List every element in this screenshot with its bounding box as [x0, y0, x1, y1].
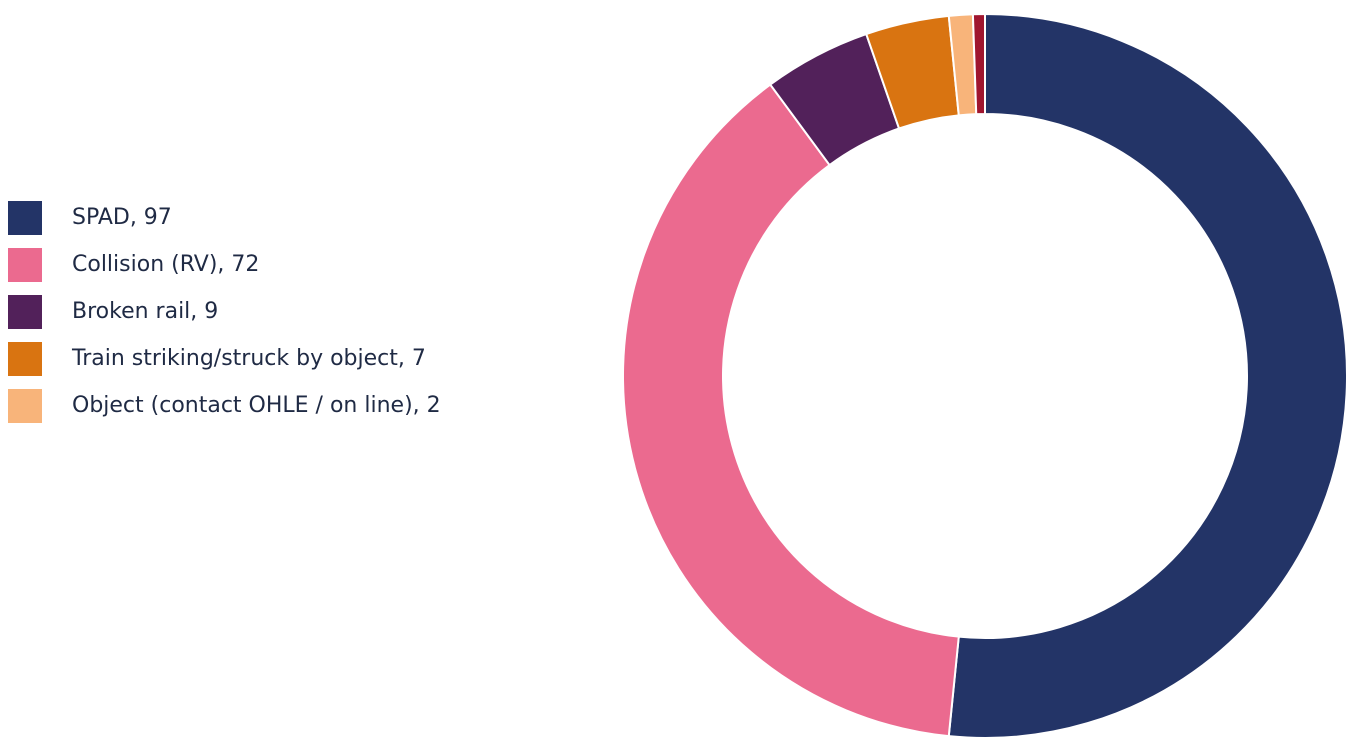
- legend-item: SPAD, 97: [8, 200, 441, 235]
- legend-item: Object (contact OHLE / on line), 2: [8, 388, 441, 423]
- legend-label: SPAD, 97: [72, 205, 172, 230]
- donut-slice-5: [971, 12, 986, 116]
- legend-label: Broken rail, 9: [72, 299, 219, 324]
- legend-label: Object (contact OHLE / on line), 2: [72, 393, 441, 418]
- legend-swatch: [8, 247, 42, 282]
- legend-swatch: [8, 200, 42, 235]
- donut-slice-1: [622, 83, 960, 738]
- legend-item: Collision (RV), 72: [8, 247, 441, 282]
- legend-item: Train striking/struck by object, 7: [8, 341, 441, 376]
- legend-swatch: [8, 294, 42, 329]
- legend-swatch: [8, 341, 42, 376]
- legend-label: Train striking/struck by object, 7: [72, 346, 426, 371]
- donut-slice-0: [947, 12, 1348, 738]
- legend-swatch: [8, 388, 42, 423]
- chart-legend: SPAD, 97 Collision (RV), 72 Broken rail, 9…: [8, 200, 441, 435]
- legend-item: Broken rail, 9: [8, 294, 441, 329]
- legend-label: Collision (RV), 72: [72, 252, 260, 277]
